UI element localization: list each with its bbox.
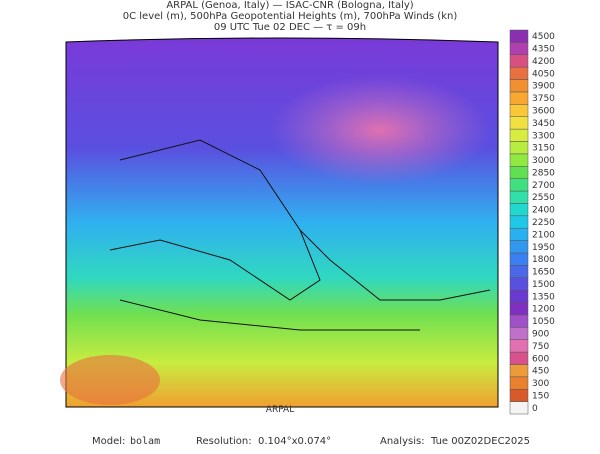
colorbar-label: 0: [532, 404, 538, 414]
map: ARPAL: [60, 37, 499, 415]
color-swatch: [509, 376, 529, 390]
header-line: 09 UTC Tue 02 DEC — τ = 09h: [214, 22, 366, 33]
header-line: ARPAL (Genoa, Italy) — ISAC-CNR (Bologna…: [166, 0, 413, 11]
analysis-label: Analysis:: [380, 436, 425, 447]
color-swatch: [509, 128, 529, 142]
colorbar-label: 2850: [532, 168, 555, 178]
colorbar-label: 2250: [532, 218, 555, 228]
color-swatch: [509, 314, 529, 328]
colorbar-label: 2550: [532, 193, 555, 203]
color-swatch: [509, 364, 529, 378]
colorbar-label: 750: [532, 342, 549, 352]
colorbar-label: 2700: [532, 181, 555, 191]
color-swatch: [509, 351, 529, 365]
colorbar-label: 3450: [532, 119, 555, 129]
color-swatch: [509, 29, 529, 43]
color-swatch: [509, 116, 529, 130]
colorbar-label: 1050: [532, 317, 555, 327]
color-swatch: [509, 166, 529, 179]
colorbar-label: 450: [532, 367, 549, 377]
color-swatch: [509, 190, 529, 204]
colorbar: 0 150 300 450 600 750 900 1050 1200 1350 1500 1650 1…: [509, 29, 555, 415]
colorbar-label: 1800: [532, 255, 555, 265]
colorbar-label: 1950: [532, 243, 555, 253]
colorbar-label: 3900: [532, 82, 555, 92]
color-swatch: [509, 227, 529, 241]
color-swatch: [509, 339, 529, 353]
coastline: [109, 139, 491, 331]
color-swatch: [509, 91, 529, 105]
color-swatch: [509, 178, 529, 192]
colorbar-label: 4200: [532, 57, 555, 67]
resolution: 0.104°x0.074°: [258, 436, 331, 447]
colorbar-label: 300: [532, 379, 549, 389]
analysis: Tue 00Z02DEC2025: [430, 436, 530, 447]
color-swatch: [509, 265, 529, 278]
colorbar-label: 4050: [532, 69, 555, 79]
color-swatch: [509, 104, 529, 117]
color-swatch: [509, 54, 529, 68]
color-swatch: [509, 388, 529, 402]
model: bolam: [130, 436, 160, 447]
header-line: 0C level (m), 500hPa Geopotential Height…: [123, 11, 458, 22]
color-swatch: [509, 215, 529, 229]
colorbar-label: 1200: [532, 305, 555, 315]
color-swatch: [509, 289, 529, 303]
watermark: ARPAL: [266, 405, 294, 415]
colorbar-label: 3600: [532, 107, 555, 117]
color-swatch: [509, 302, 529, 316]
colorbar-label: 3750: [532, 94, 555, 104]
colorbar-label: 4350: [532, 45, 555, 55]
colorbar-label: 1650: [532, 268, 555, 278]
high-freezing-area: [60, 355, 160, 405]
colorbar-label: 3300: [532, 131, 555, 141]
color-swatch: [509, 141, 529, 155]
color-swatch: [509, 153, 529, 167]
model-label: Model:: [92, 436, 125, 447]
color-swatch: [509, 203, 529, 217]
color-swatch: [509, 79, 529, 93]
color-swatch: [509, 327, 529, 340]
colorbar-label: 2400: [532, 206, 555, 216]
color-swatch: [509, 401, 529, 415]
resolution-label: Resolution:: [196, 436, 252, 447]
colorbar-label: 900: [532, 329, 549, 339]
color-swatch: [509, 42, 529, 56]
color-swatch: [509, 277, 529, 291]
colorbar-label: 2100: [532, 230, 555, 240]
colorbar-label: 4500: [532, 32, 555, 42]
color-swatch: [509, 66, 529, 80]
colorbar-label: 1350: [532, 292, 555, 302]
colorbar-label: 3150: [532, 144, 555, 154]
colorbar-label: 150: [532, 391, 549, 401]
low-freezing-area: [270, 75, 490, 185]
colorbar-label: 1500: [532, 280, 555, 290]
colorbar-label: 3000: [532, 156, 555, 166]
colorbar-label: 600: [532, 354, 549, 364]
color-swatch: [509, 252, 529, 266]
color-swatch: [509, 240, 529, 254]
